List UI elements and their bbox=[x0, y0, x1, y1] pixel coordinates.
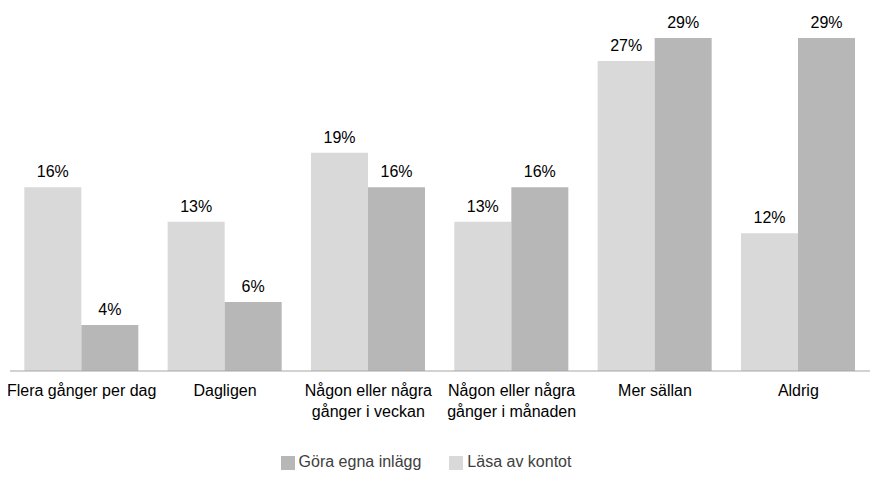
svg-text:Dagligen: Dagligen bbox=[193, 382, 256, 399]
svg-text:29%: 29% bbox=[667, 14, 699, 31]
svg-text:13%: 13% bbox=[180, 198, 212, 215]
svg-text:16%: 16% bbox=[37, 163, 69, 180]
svg-text:4%: 4% bbox=[98, 301, 121, 318]
svg-text:12%: 12% bbox=[753, 209, 785, 226]
html-text:Läsa av kontot: Läsa av kontot bbox=[467, 453, 572, 470]
svg-text:16%: 16% bbox=[380, 163, 412, 180]
svg-text:19%: 19% bbox=[323, 129, 355, 146]
svg-text:27%: 27% bbox=[610, 37, 642, 54]
svg-text:Flera gånger per dag: Flera gånger per dag bbox=[8, 382, 156, 399]
svg-text:Mer sällan: Mer sällan bbox=[618, 382, 692, 399]
svg-text:29%: 29% bbox=[810, 14, 842, 31]
html-text:Göra egna inlägg: Göra egna inlägg bbox=[298, 453, 422, 470]
svg-text:Någon eller någragånger i måna: Någon eller någragånger i månaden bbox=[447, 382, 576, 420]
svg-text:Aldrig: Aldrig bbox=[778, 382, 819, 399]
svg-text:16%: 16% bbox=[524, 163, 556, 180]
svg-text:6%: 6% bbox=[242, 278, 265, 295]
svg-text:Någon eller någragånger i veck: Någon eller någragånger i veckan bbox=[305, 382, 432, 420]
svg-text:13%: 13% bbox=[467, 198, 499, 215]
